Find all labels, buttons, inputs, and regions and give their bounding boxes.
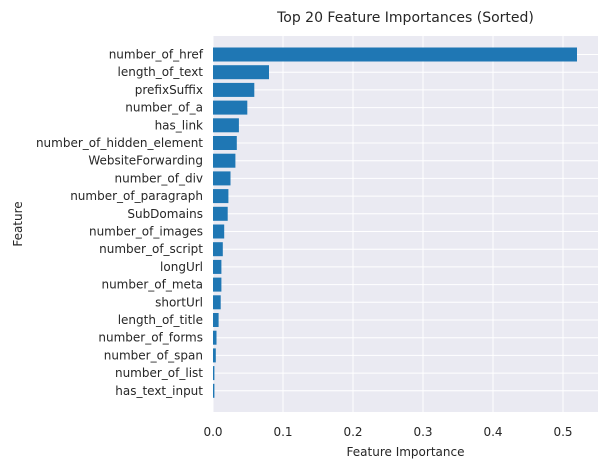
- x-tick-label: 0.2: [343, 425, 362, 439]
- bar-number_of_meta: [213, 277, 222, 292]
- y-tick-labels: number_of_href length_of_text prefixSuffix…: [36, 48, 204, 398]
- bar-number_of_a: [213, 100, 248, 115]
- y-tick-label-longUrl: longUrl: [160, 260, 203, 274]
- y-tick-label-number_of_a: number_of_a: [125, 101, 203, 115]
- y-tick-label-number_of_div: number_of_div: [115, 171, 203, 185]
- y-tick-label-SubDomains: SubDomains: [127, 207, 203, 221]
- bar-number_of_href: [213, 47, 577, 62]
- bar-prefixSuffix: [213, 82, 255, 97]
- bar-number_of_images: [213, 224, 225, 239]
- bar-number_of_paragraph: [213, 189, 229, 204]
- bar-has_text_input: [213, 383, 215, 398]
- bars: [213, 47, 577, 398]
- y-tick-label-number_of_forms: number_of_forms: [98, 331, 203, 345]
- x-tick-label: 0.0: [203, 425, 222, 439]
- y-tick-label-prefixSuffix: prefixSuffix: [135, 83, 203, 97]
- y-tick-label-number_of_list: number_of_list: [115, 366, 203, 380]
- y-tick-label-number_of_script: number_of_script: [99, 242, 203, 256]
- bar-length_of_text: [213, 65, 269, 80]
- y-tick-label-number_of_href: number_of_href: [109, 48, 204, 62]
- bar-longUrl: [213, 259, 222, 274]
- y-tick-label-number_of_paragraph: number_of_paragraph: [70, 189, 203, 203]
- bar-WebsiteForwarding: [213, 153, 236, 168]
- chart-title: Top 20 Feature Importances (Sorted): [276, 10, 534, 26]
- y-tick-label-number_of_images: number_of_images: [89, 225, 203, 239]
- y-axis-title: Feature: [11, 201, 25, 246]
- bar-number_of_script: [213, 242, 223, 257]
- y-tick-label-number_of_meta: number_of_meta: [101, 278, 203, 292]
- y-tick-label-length_of_title: length_of_title: [118, 313, 203, 327]
- y-tick-label-number_of_span: number_of_span: [104, 348, 203, 362]
- y-tick-label-shortUrl: shortUrl: [155, 295, 203, 309]
- y-tick-label-length_of_text: length_of_text: [118, 65, 204, 79]
- x-tick-label: 0.4: [483, 425, 502, 439]
- x-tick-label: 0.1: [273, 425, 292, 439]
- y-tick-label-number_of_hidden_element: number_of_hidden_element: [36, 136, 203, 150]
- x-tick-label: 0.3: [413, 425, 432, 439]
- bar-number_of_hidden_element: [213, 136, 237, 150]
- bar-number_of_forms: [213, 330, 217, 345]
- y-tick-label-has_link: has_link: [155, 118, 203, 132]
- bar-has_link: [213, 118, 239, 133]
- bar-SubDomains: [213, 206, 228, 221]
- y-tick-label-WebsiteForwarding: WebsiteForwarding: [88, 154, 203, 168]
- x-tick-label: 0.5: [553, 425, 572, 439]
- x-tick-labels: 0.0 0.1 0.2 0.3 0.4 0.5: [203, 425, 572, 439]
- plot-background: [213, 36, 598, 412]
- y-tick-label-has_text_input: has_text_input: [115, 384, 203, 398]
- bar-shortUrl: [213, 295, 221, 310]
- x-axis-title: Feature Importance: [347, 445, 465, 459]
- bar-number_of_span: [213, 348, 216, 363]
- grid-lines: [212, 36, 598, 412]
- bar-length_of_title: [213, 313, 219, 327]
- bar-number_of_list: [213, 366, 215, 381]
- bar-number_of_div: [213, 171, 231, 186]
